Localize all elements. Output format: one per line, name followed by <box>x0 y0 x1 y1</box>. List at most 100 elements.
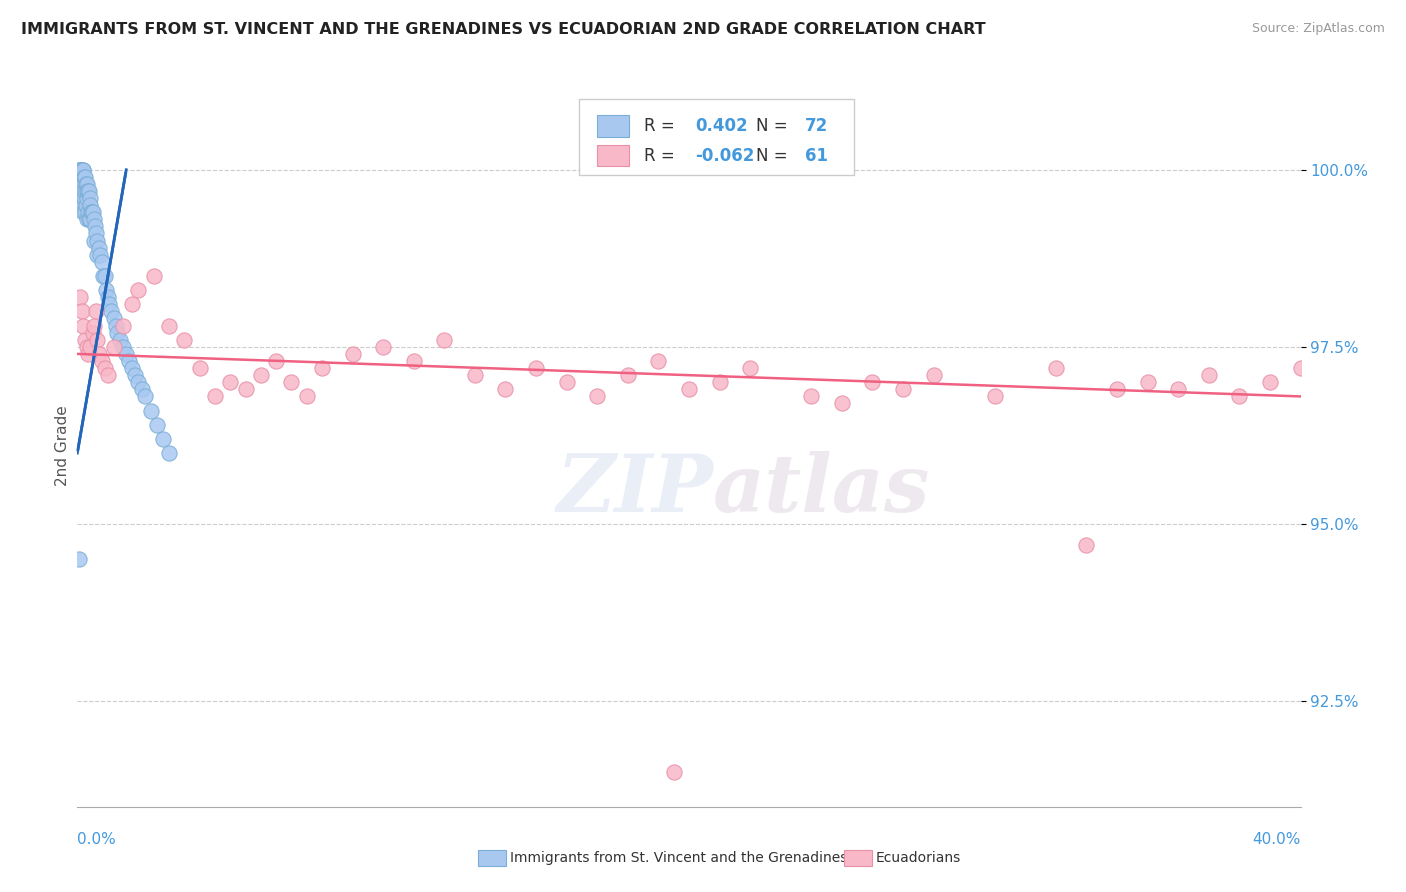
Point <box>73 205 96 219</box>
Point <box>73 184 96 198</box>
Point <box>495 382 517 396</box>
Point <box>84 227 107 241</box>
Point <box>69 290 91 304</box>
Point <box>87 241 110 255</box>
Point <box>617 368 640 383</box>
Point <box>79 198 101 212</box>
Text: IMMIGRANTS FROM ST. VINCENT AND THE GRENADINES VS ECUADORIAN 2ND GRADE CORRELATI: IMMIGRANTS FROM ST. VINCENT AND THE GREN… <box>21 22 986 37</box>
Point <box>75 177 97 191</box>
Point <box>121 361 143 376</box>
Point <box>83 318 105 333</box>
Point <box>1107 382 1129 396</box>
Point <box>922 368 945 383</box>
Point <box>709 376 731 390</box>
Point <box>82 205 104 219</box>
Point <box>204 389 226 403</box>
Point <box>69 162 91 177</box>
Point <box>73 191 96 205</box>
Point <box>76 191 98 205</box>
Point <box>72 177 94 191</box>
Point <box>280 376 302 390</box>
Point <box>80 205 103 219</box>
Point <box>311 361 333 376</box>
Point <box>70 191 93 205</box>
Point <box>146 417 169 432</box>
Point <box>295 389 318 403</box>
Point <box>188 361 211 376</box>
Text: Ecuadorians: Ecuadorians <box>876 851 962 865</box>
Point <box>402 354 425 368</box>
Point <box>67 162 90 177</box>
Point <box>76 340 98 354</box>
Point <box>157 318 180 333</box>
Text: -0.062: -0.062 <box>695 146 755 164</box>
Point <box>586 389 609 403</box>
Point <box>96 283 118 297</box>
Point <box>103 340 125 354</box>
Point <box>67 177 90 191</box>
Point <box>94 361 117 376</box>
Point <box>77 184 100 198</box>
FancyBboxPatch shape <box>579 99 853 175</box>
Point <box>69 177 91 191</box>
Point <box>86 248 108 262</box>
Point <box>891 382 914 396</box>
Point <box>72 162 94 177</box>
Point <box>75 198 97 212</box>
Point <box>77 347 100 361</box>
Point <box>1289 361 1312 376</box>
Point <box>76 212 98 227</box>
FancyBboxPatch shape <box>598 115 628 136</box>
Point <box>70 162 93 177</box>
Point <box>1045 361 1067 376</box>
Point <box>264 354 287 368</box>
Point <box>173 333 195 347</box>
Point <box>139 403 162 417</box>
Point <box>112 340 135 354</box>
Point <box>72 162 94 177</box>
Point <box>984 389 1007 403</box>
Text: 0.0%: 0.0% <box>77 832 117 847</box>
Text: 0.402: 0.402 <box>695 117 748 135</box>
Point <box>73 333 96 347</box>
Point <box>105 326 128 340</box>
Text: N =: N = <box>756 146 793 164</box>
Point <box>250 368 273 383</box>
Point <box>87 347 110 361</box>
Point <box>72 318 94 333</box>
Point <box>82 326 104 340</box>
Point <box>98 297 121 311</box>
Point <box>104 318 127 333</box>
Point <box>555 376 578 390</box>
Point <box>80 205 103 219</box>
Point <box>89 248 111 262</box>
Point <box>342 347 364 361</box>
Point <box>127 376 149 390</box>
Point <box>131 382 153 396</box>
Point <box>70 169 93 184</box>
Point <box>72 184 94 198</box>
Point <box>142 268 165 283</box>
Point <box>124 368 146 383</box>
Point <box>1076 538 1098 552</box>
Point <box>831 396 853 410</box>
Point <box>112 318 135 333</box>
Text: 61: 61 <box>806 146 828 164</box>
Point <box>83 212 105 227</box>
Point <box>69 169 91 184</box>
Point <box>69 169 91 184</box>
Point <box>118 354 141 368</box>
Point <box>72 205 94 219</box>
Text: N =: N = <box>756 117 793 135</box>
Point <box>678 382 700 396</box>
Point <box>94 268 117 283</box>
Point <box>77 212 100 227</box>
Point <box>73 169 96 184</box>
Point <box>97 368 120 383</box>
Point <box>69 162 91 177</box>
Point <box>1136 376 1159 390</box>
Text: Source: ZipAtlas.com: Source: ZipAtlas.com <box>1251 22 1385 36</box>
Point <box>70 162 93 177</box>
Point <box>235 382 257 396</box>
Point <box>70 184 93 198</box>
